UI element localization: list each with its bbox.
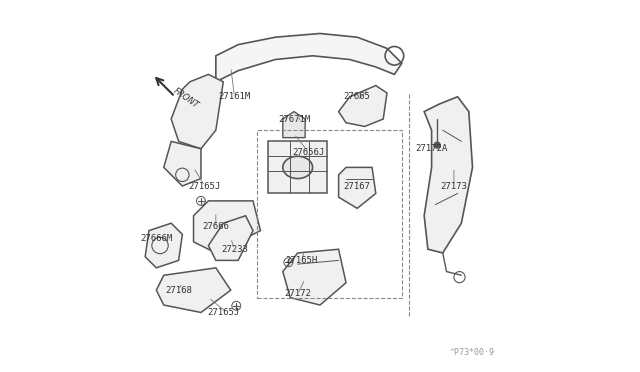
Text: 27165J: 27165J [207, 308, 239, 317]
Text: 27656J: 27656J [292, 148, 325, 157]
Text: 27666: 27666 [202, 222, 229, 231]
Text: 27167: 27167 [344, 182, 371, 190]
Text: 27165J: 27165J [189, 182, 221, 190]
Text: 27165H: 27165H [285, 256, 317, 265]
Polygon shape [156, 268, 231, 312]
Text: 27161M: 27161M [218, 92, 251, 101]
Polygon shape [164, 141, 201, 186]
Text: 27666M: 27666M [140, 234, 172, 243]
Polygon shape [424, 97, 472, 253]
Ellipse shape [283, 156, 312, 179]
Polygon shape [193, 201, 260, 253]
Text: ^P73*00·9: ^P73*00·9 [450, 348, 495, 357]
Text: 27233: 27233 [221, 245, 248, 254]
Text: 27172: 27172 [284, 289, 311, 298]
Polygon shape [268, 141, 328, 193]
Polygon shape [339, 86, 387, 126]
Polygon shape [283, 112, 305, 138]
Bar [257, 130, 402, 298]
Polygon shape [283, 249, 346, 305]
Text: 27665: 27665 [344, 92, 371, 101]
Text: 27172A: 27172A [415, 144, 448, 153]
Text: 27168: 27168 [165, 286, 192, 295]
Text: FRONT: FRONT [172, 86, 200, 110]
Polygon shape [172, 74, 223, 149]
Polygon shape [339, 167, 376, 208]
Text: 27671M: 27671M [278, 115, 310, 124]
Polygon shape [145, 223, 182, 268]
Polygon shape [216, 33, 402, 82]
Text: 27173: 27173 [440, 182, 467, 190]
Circle shape [434, 142, 440, 148]
Polygon shape [209, 216, 253, 260]
